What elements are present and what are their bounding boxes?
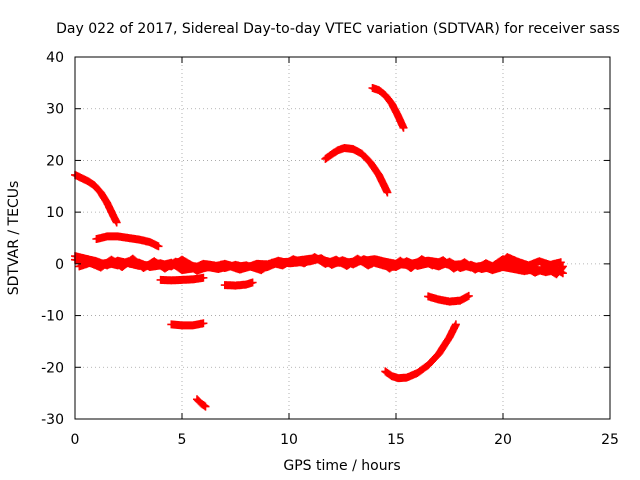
series-track-e (193, 395, 210, 411)
chart-title: Day 022 of 2017, Sidereal Day-to-day VTE… (56, 21, 620, 37)
series-markers-track-e (193, 395, 210, 411)
y-tick-label--20: -20 (41, 360, 64, 376)
series-markers-track-d (167, 319, 208, 330)
series-markers-track-b (92, 232, 163, 251)
series-track-m (75, 253, 565, 275)
y-tick-label-20: 20 (46, 153, 64, 169)
series-markers-track-g (321, 144, 392, 197)
series-markers-track-i (381, 320, 460, 383)
series-track-f (220, 278, 257, 290)
series-markers-track-j (424, 291, 473, 306)
y-tick-label--10: -10 (41, 309, 64, 325)
series-track-c (156, 273, 208, 285)
series-markers-track-c (156, 273, 208, 285)
series-track-j (424, 291, 473, 306)
y-axis-label: SDTVAR / TECUs (6, 181, 22, 296)
y-tick-label-0: 0 (55, 257, 64, 273)
series-track-a (71, 170, 121, 227)
y-tick-label-30: 30 (46, 102, 64, 118)
y-tick-label-40: 40 (46, 50, 64, 66)
series-track-g (321, 144, 392, 197)
series-markers-track-a (71, 170, 121, 227)
x-tick-label-25: 25 (601, 432, 619, 448)
series-markers-track-h (368, 84, 408, 132)
x-axis-label: GPS time / hours (283, 458, 400, 474)
y-tick-label--30: -30 (41, 412, 64, 428)
series-track-b (92, 232, 163, 251)
plot-frame (74, 56, 611, 420)
series-markers-track-f (220, 278, 257, 290)
axis-ticks: 0 5 10 15 20 25 -30 -20 -10 0 10 20 30 40 (41, 50, 619, 448)
x-tick-label-20: 20 (494, 432, 512, 448)
series-track-d (167, 319, 208, 330)
series-markers-track-m (75, 253, 565, 275)
x-tick-label-15: 15 (387, 432, 405, 448)
y-tick-label-10: 10 (46, 205, 64, 221)
x-tick-label-0: 0 (71, 432, 80, 448)
series-track-i (381, 320, 460, 383)
series-points (71, 84, 567, 411)
series-track-h (368, 84, 408, 132)
grid-lines (75, 57, 610, 419)
x-tick-label-5: 5 (178, 432, 187, 448)
x-tick-label-10: 10 (280, 432, 298, 448)
